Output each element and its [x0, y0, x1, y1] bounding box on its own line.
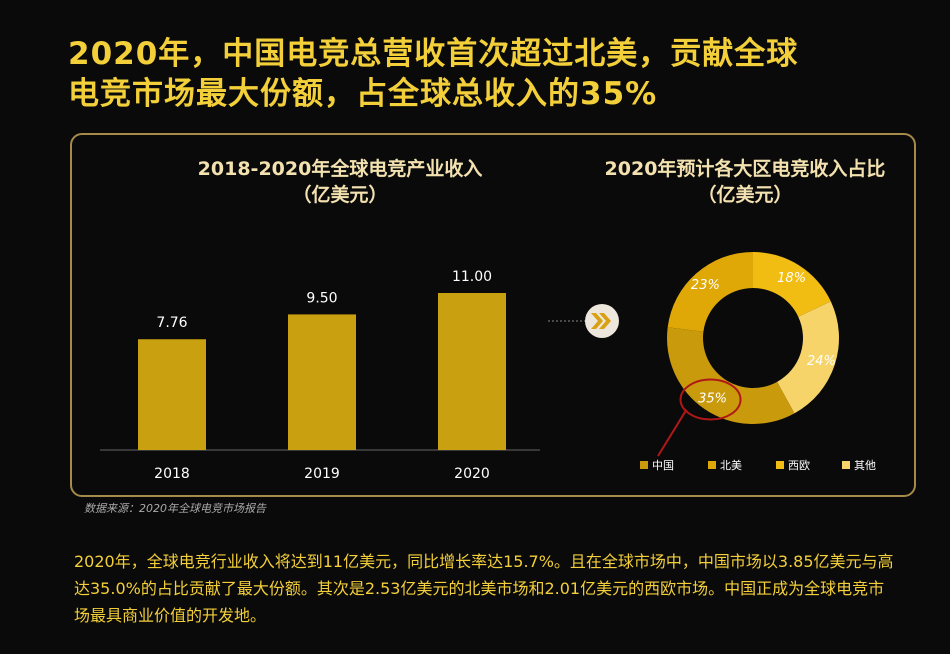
pie-chart-title: 2020年预计各大区电竞收入占比 （亿美元）: [565, 156, 925, 208]
donut-label: 24%: [807, 354, 836, 369]
headline: 2020年，中国电竞总营收首次超过北美，贡献全球 电竞市场最大份额，占全球总收入…: [68, 34, 798, 114]
bar-2020: [438, 293, 506, 450]
body-text: 2020年，全球电竞行业收入将达到11亿美元，同比增长率达15.7%。且在全球市…: [74, 552, 894, 625]
bar-value-label: 7.76: [156, 315, 187, 331]
source-note: 数据来源：2020年全球电竞市场报告: [84, 502, 266, 515]
legend-label: 其他: [854, 459, 876, 472]
legend-label: 中国: [652, 459, 674, 472]
donut-slice-中国: [667, 327, 795, 424]
legend-swatch-中国: [640, 461, 648, 469]
donut-label: 35%: [698, 392, 727, 407]
bar-title: 2018-2020年全球电竞产业收入: [197, 158, 483, 180]
legend-label: 西欧: [788, 459, 810, 472]
donut-label: 23%: [691, 278, 720, 293]
bar-2019: [288, 314, 356, 450]
legend-swatch-西欧: [776, 461, 784, 469]
donut-slice-西欧: [753, 252, 831, 317]
x-tick-label: 2019: [304, 466, 340, 482]
pie-title: 2020年预计各大区电竞收入占比: [604, 158, 886, 180]
bar-value-label: 11.00: [452, 269, 492, 285]
headline-line-1: 2020年，中国电竞总营收首次超过北美，贡献全球: [68, 36, 799, 72]
bar-subtitle: （亿美元）: [292, 184, 388, 206]
chart-frame: [70, 133, 916, 497]
highlight-pointer: [657, 409, 688, 457]
bar-value-label: 9.50: [306, 290, 337, 306]
headline-line-2: 电竞市场最大份额，占全球总收入的35%: [68, 76, 658, 112]
bar-2018: [138, 339, 206, 450]
pie-subtitle: （亿美元）: [697, 184, 793, 206]
legend-label: 北美: [720, 459, 742, 472]
bar-chart-title: 2018-2020年全球电竞产业收入 （亿美元）: [160, 156, 520, 208]
legend-swatch-北美: [708, 461, 716, 469]
donut-slice-其他: [777, 301, 839, 414]
donut-label: 18%: [777, 271, 806, 286]
legend-swatch-其他: [842, 461, 850, 469]
x-tick-label: 2018: [154, 466, 190, 482]
highlight-circle: [679, 378, 742, 421]
donut-slice-北美: [667, 252, 753, 332]
x-tick-label: 2020: [454, 466, 490, 482]
double-chevron-right-icon: [585, 304, 619, 338]
